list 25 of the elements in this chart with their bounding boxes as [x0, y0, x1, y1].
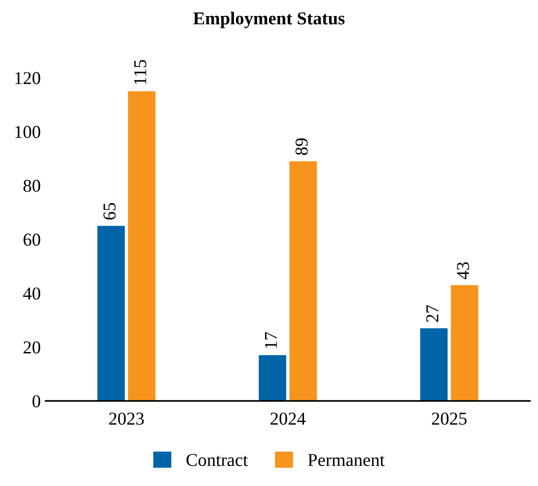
y-tick-label: 60: [24, 234, 40, 246]
data-label: 65: [103, 202, 116, 220]
bar: [420, 328, 448, 401]
data-label: 17: [264, 332, 277, 348]
y-tick-label: 80: [24, 180, 40, 192]
bar: [450, 285, 478, 401]
y-tick-label: 100: [15, 126, 40, 138]
bar: [258, 355, 286, 401]
data-label: 27: [426, 305, 438, 322]
x-tick-label: 2023: [109, 412, 144, 425]
bar: [97, 226, 125, 401]
bar: [289, 161, 317, 401]
data-label: 89: [296, 138, 308, 156]
y-tick-label: 0: [32, 395, 40, 408]
chart-title: Employment Status: [193, 12, 345, 28]
legend-label: Permanent: [308, 454, 385, 466]
data-label: 115: [134, 60, 146, 84]
bar: [128, 91, 156, 401]
legend-label: Contract: [186, 454, 248, 466]
y-tick-label: 120: [15, 72, 40, 84]
y-tick-label: 20: [24, 341, 40, 354]
x-tick-label: 2024: [270, 412, 306, 425]
x-tick-label: 2025: [432, 412, 467, 425]
data-label: 43: [456, 262, 470, 280]
y-tick-label: 40: [23, 287, 40, 300]
